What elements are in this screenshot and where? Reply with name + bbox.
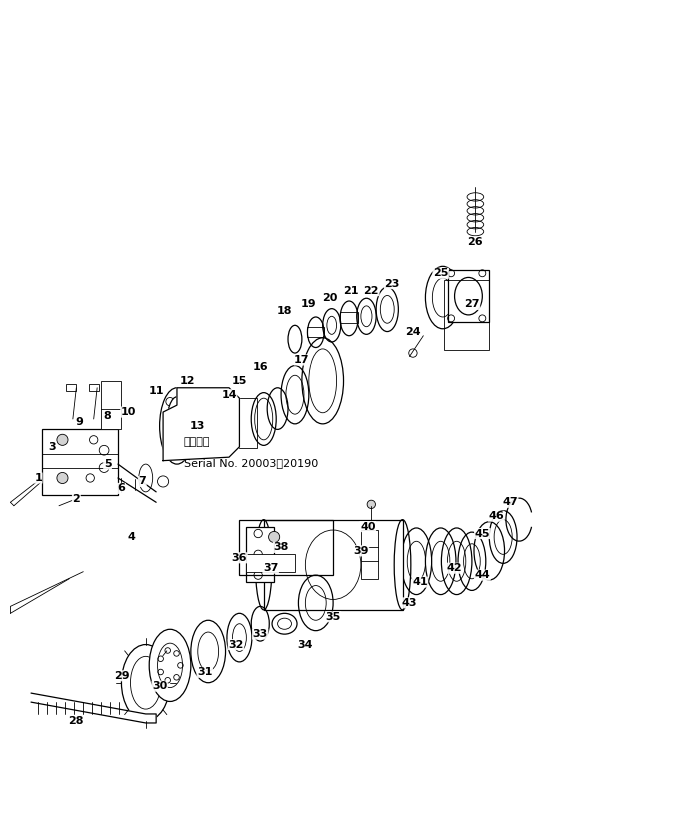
Text: 40: 40 [360,521,375,531]
Text: 17: 17 [294,355,310,365]
Text: 42: 42 [447,563,462,573]
Text: 46: 46 [489,511,504,521]
Bar [444,280,489,349]
Bar [361,530,378,578]
Text: 27: 27 [464,299,480,309]
Circle shape [269,531,280,542]
Text: 2: 2 [72,494,81,504]
Text: 33: 33 [253,629,268,639]
Text: 30: 30 [152,681,167,691]
Bar [239,520,333,575]
Circle shape [367,500,375,509]
Text: 43: 43 [402,597,417,608]
Text: 1: 1 [34,473,42,483]
Text: 13: 13 [190,421,205,431]
Text: 9: 9 [76,417,84,427]
Bar [101,380,121,429]
Circle shape [57,434,68,445]
Text: 37: 37 [263,563,278,573]
Text: 26: 26 [468,237,483,247]
Circle shape [57,473,68,484]
Text: 20: 20 [322,292,337,303]
Text: 7: 7 [138,477,146,487]
Bar [340,312,358,323]
Text: 28: 28 [69,716,84,726]
Text: Serial No. 20003～20190: Serial No. 20003～20190 [184,458,318,468]
Text: 6: 6 [117,484,126,494]
Bar [264,520,403,610]
Bar [246,554,295,572]
Text: 41: 41 [412,577,428,587]
Text: 11: 11 [149,386,164,396]
Text: 5: 5 [104,459,111,469]
Text: 45: 45 [475,529,490,539]
Text: 適用号機: 適用号機 [184,437,210,447]
Bar [246,526,274,582]
Text: 31: 31 [197,667,212,677]
Text: 34: 34 [298,639,313,649]
Bar [239,398,257,448]
Text: 3: 3 [49,442,56,452]
Text: 22: 22 [364,286,379,296]
Text: 14: 14 [221,390,237,400]
Text: 25: 25 [433,268,448,278]
Text: 38: 38 [273,542,289,552]
Bar [307,327,324,337]
Text: 39: 39 [353,546,369,556]
Polygon shape [163,388,239,461]
Text: 44: 44 [475,570,490,580]
Bar [42,429,118,495]
Text: 32: 32 [228,639,244,649]
Text: 8: 8 [103,411,112,421]
Text: 15: 15 [232,375,247,385]
Ellipse shape [167,396,187,455]
Text: 19: 19 [301,299,316,309]
Text: 36: 36 [232,553,247,563]
Text: 47: 47 [502,497,518,507]
Text: 29: 29 [114,670,129,680]
Polygon shape [31,693,156,723]
Text: 10: 10 [121,407,136,417]
Text: 23: 23 [384,279,400,288]
Text: 24: 24 [405,328,421,337]
Text: 21: 21 [343,286,358,296]
Ellipse shape [121,644,170,721]
Text: 4: 4 [128,532,136,542]
Text: 18: 18 [277,307,292,317]
Ellipse shape [149,629,191,701]
Bar [89,385,99,391]
Text: 16: 16 [253,362,268,372]
Text: 35: 35 [325,612,341,622]
Text: 12: 12 [180,375,195,385]
Bar [448,270,489,322]
Bar [66,385,76,391]
